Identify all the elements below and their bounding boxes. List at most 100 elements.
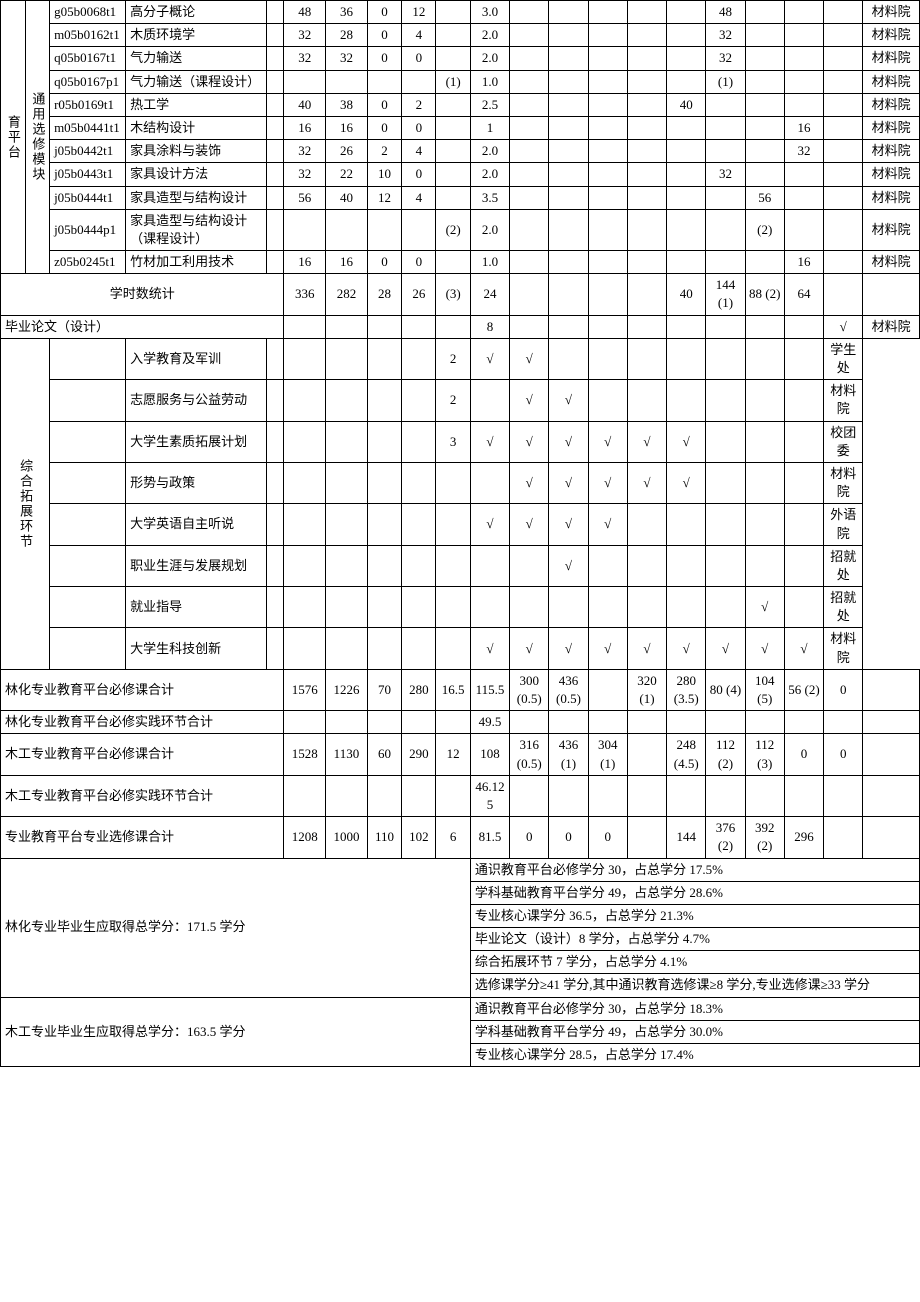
cell: [824, 163, 863, 186]
course-name: 家具设计方法: [126, 163, 267, 186]
cell: 外语院: [824, 504, 863, 545]
cell: 36: [326, 1, 368, 24]
cell: [627, 775, 666, 816]
thesis-label: 毕业论文（设计）: [1, 315, 284, 338]
cell: [667, 711, 706, 734]
cell: 38: [326, 93, 368, 116]
cell: [784, 380, 823, 421]
cell: 2.5: [470, 93, 509, 116]
cell: √: [784, 628, 823, 669]
cell: [436, 775, 470, 816]
platform-col: 育平台: [1, 1, 26, 274]
cell: 3.0: [470, 1, 509, 24]
cell: [267, 47, 284, 70]
cell: 1208: [284, 817, 326, 858]
cell: 32: [284, 24, 326, 47]
cell: [367, 380, 401, 421]
course-code: m05b0441t1: [50, 116, 126, 139]
cell: [549, 186, 588, 209]
cell: [470, 462, 509, 503]
cell: [784, 462, 823, 503]
cell: [745, 93, 784, 116]
cell: [510, 545, 549, 586]
course-row: m05b0162t1木质环境学3228042.032材料院: [1, 24, 920, 47]
cell: [436, 545, 470, 586]
cell: [745, 47, 784, 70]
cell: 112 (2): [706, 734, 745, 775]
cell: [267, 140, 284, 163]
cell: 0: [510, 817, 549, 858]
cell: 22: [326, 163, 368, 186]
cell: [549, 251, 588, 274]
cell: [706, 209, 745, 250]
cell: √: [549, 380, 588, 421]
cell: [588, 93, 627, 116]
cell: [402, 775, 436, 816]
cell: [402, 504, 436, 545]
cell: [267, 421, 284, 462]
cell: [267, 186, 284, 209]
cell: √: [588, 628, 627, 669]
course-code: j05b0442t1: [50, 140, 126, 163]
cell: [824, 711, 863, 734]
cell: 336: [284, 274, 326, 315]
course-row: 育平台通用选修模块g05b0068t1高分子概论48360123.048材料院: [1, 1, 920, 24]
cell: [588, 116, 627, 139]
cell: 32: [284, 163, 326, 186]
cell: [267, 628, 284, 669]
cell: 290: [402, 734, 436, 775]
total-label: 专业教育平台专业选修课合计: [1, 817, 284, 858]
cell: [588, 775, 627, 816]
cell: [267, 251, 284, 274]
credit-note: 学科基础教育平台学分 49，占总学分 30.0%: [470, 1020, 919, 1043]
cell: 4: [402, 186, 436, 209]
cell: 60: [367, 734, 401, 775]
cell: [667, 775, 706, 816]
cell: 材料院: [824, 628, 863, 669]
cell: [824, 817, 863, 858]
cell: [667, 70, 706, 93]
cell: [367, 775, 401, 816]
cell: [706, 462, 745, 503]
cell: 2.0: [470, 47, 509, 70]
extension-name: 大学生素质拓展计划: [126, 421, 267, 462]
cell: 2.0: [470, 24, 509, 47]
extension-name: 形势与政策: [126, 462, 267, 503]
course-code: q05b0167p1: [50, 70, 126, 93]
cell: [284, 380, 326, 421]
cell: [284, 711, 326, 734]
course-row: z05b0245t1竹材加工利用技术1616001.016材料院: [1, 251, 920, 274]
cell: 0: [367, 251, 401, 274]
total-row: 林化专业教育平台必修课合计157612267028016.5115.5300 (…: [1, 669, 920, 710]
cell: √: [470, 504, 509, 545]
cell: 材料院: [863, 140, 920, 163]
cell: √: [549, 421, 588, 462]
cell: [588, 338, 627, 379]
cell: [627, 545, 666, 586]
cell: 12: [367, 186, 401, 209]
cell: 16: [284, 116, 326, 139]
cell: [549, 315, 588, 338]
course-code: j05b0443t1: [50, 163, 126, 186]
extension-row: 就业指导√招就处: [1, 587, 920, 628]
cell: 16: [326, 251, 368, 274]
cell: 436 (1): [549, 734, 588, 775]
cell: 56: [284, 186, 326, 209]
cell: √: [745, 628, 784, 669]
total-row: 木工专业教育平台必修实践环节合计46.125: [1, 775, 920, 816]
cell: 1130: [326, 734, 368, 775]
cell: [267, 163, 284, 186]
cell: [627, 734, 666, 775]
cell: [667, 380, 706, 421]
cell: √: [667, 421, 706, 462]
course-row: j05b0444t1家具造型与结构设计56401243.556材料院: [1, 186, 920, 209]
cell: [436, 462, 470, 503]
blank: [50, 380, 126, 421]
cell: 0: [367, 1, 401, 24]
cell: [588, 251, 627, 274]
cell: [627, 186, 666, 209]
cell: [745, 775, 784, 816]
cell: [588, 380, 627, 421]
cell: [549, 587, 588, 628]
cell: [667, 47, 706, 70]
